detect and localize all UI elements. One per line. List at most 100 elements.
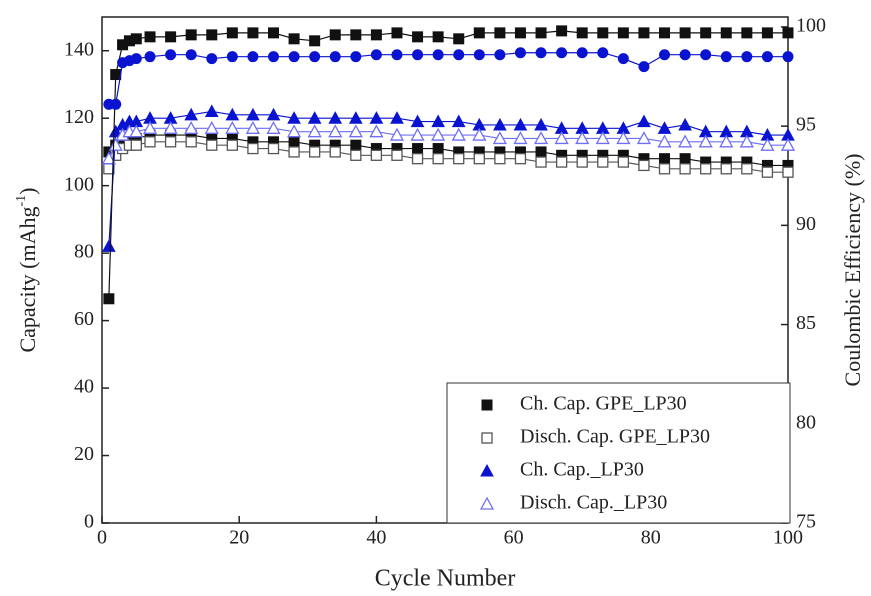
y2-tick-label: 95 [796,114,816,136]
marker [370,49,382,61]
y2-tick-label: 90 [796,213,816,235]
marker [204,120,219,134]
marker [741,51,753,63]
marker [206,139,218,151]
marker [780,137,796,151]
marker [782,51,794,63]
marker [617,53,629,65]
marker [679,163,691,175]
marker [535,146,547,158]
marker [760,137,775,151]
marker [494,49,506,61]
marker [163,120,178,134]
marker [348,124,363,138]
marker [369,124,384,138]
marker [700,49,712,61]
marker [390,111,404,124]
marker [206,53,218,65]
y-label-sup: -1 [14,195,29,207]
marker [245,120,261,134]
marker [597,27,609,39]
marker [286,124,302,138]
marker [659,27,671,39]
marker [329,146,341,158]
marker [494,153,506,165]
marker [659,49,671,61]
marker [432,49,444,61]
legend-marker [481,432,493,444]
marker [410,114,425,128]
x-tick-label: 80 [641,527,661,549]
marker [554,131,569,145]
marker [266,107,281,121]
marker [329,51,341,63]
marker [679,49,691,61]
marker [350,29,362,41]
marker [617,27,629,39]
x-tick-label: 0 [97,527,107,549]
marker [204,104,219,117]
marker [720,27,732,39]
legend-marker [479,496,495,510]
y-tick-label: 40 [74,376,94,398]
marker [513,117,528,131]
marker [595,131,610,145]
marker [369,111,384,124]
marker [637,114,651,128]
marker [226,139,238,151]
marker [657,121,672,134]
marker [679,27,691,39]
marker [225,120,240,134]
marker [328,111,343,124]
marker [370,149,383,161]
marker [226,27,238,39]
marker [142,120,158,134]
y2-tick-label: 80 [796,411,816,433]
marker [535,27,547,39]
marker [389,127,405,141]
marker [184,120,199,134]
marker [720,163,732,175]
marker [108,137,123,151]
x-tick-label: 20 [229,527,249,549]
marker [348,111,363,124]
marker [103,293,115,305]
marker [350,139,362,151]
marker [534,117,548,131]
marker [761,27,773,39]
marker [268,51,279,63]
marker [130,33,142,45]
marker [144,136,156,148]
marker [165,31,177,43]
marker [267,142,280,155]
marker [453,33,465,45]
marker [555,156,568,168]
marker [410,127,425,141]
marker [473,49,485,61]
marker [739,134,754,148]
marker [453,49,465,61]
marker [473,153,485,165]
marker [493,117,507,131]
y-label-end: ) [15,187,40,194]
marker [370,29,382,41]
marker [110,98,122,110]
marker [431,114,445,128]
legend-marker [480,463,494,477]
y-tick-label: 140 [64,38,94,60]
marker [130,139,142,151]
marker [741,27,753,39]
marker [247,27,259,39]
marker [266,120,281,134]
marker [432,31,444,43]
legend-marker [481,399,493,411]
marker [638,61,650,73]
marker [307,111,322,124]
marker [698,134,713,148]
marker [288,33,300,45]
marker [638,27,650,39]
y2-tick-label: 100 [796,15,826,37]
marker [473,27,485,39]
legend-label: Ch. Cap._LP30 [520,459,644,481]
